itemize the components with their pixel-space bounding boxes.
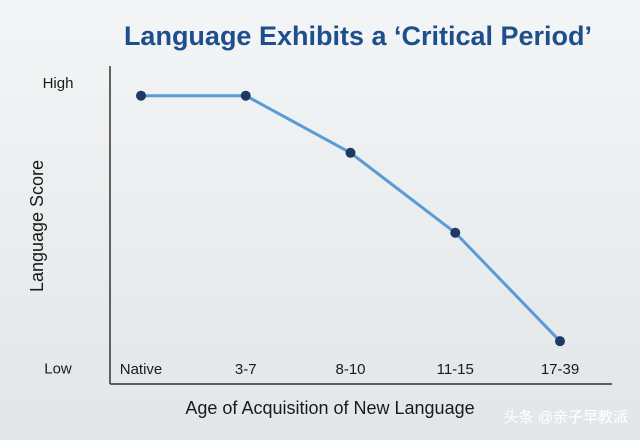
y-axis-label: Language Score: [27, 160, 47, 292]
x-axis-label: Age of Acquisition of New Language: [185, 398, 474, 418]
x-tick-label: 3-7: [235, 361, 257, 378]
x-tick-label: 8-10: [335, 361, 365, 378]
x-tick-label: 17-39: [541, 361, 579, 378]
x-tick-label: Native: [120, 361, 163, 378]
data-point: [136, 90, 146, 101]
y-tick-label: Low: [44, 361, 72, 378]
data-point: [555, 336, 565, 347]
data-point: [450, 227, 461, 238]
y-tick-label: High: [43, 75, 74, 92]
watermark: 头条 @亲子早教派: [504, 409, 628, 426]
x-tick-label: 11-15: [437, 361, 474, 378]
chart-title: Language Exhibits a ‘Critical Period’: [124, 21, 592, 51]
data-point: [240, 90, 251, 101]
data-point: [345, 147, 356, 158]
